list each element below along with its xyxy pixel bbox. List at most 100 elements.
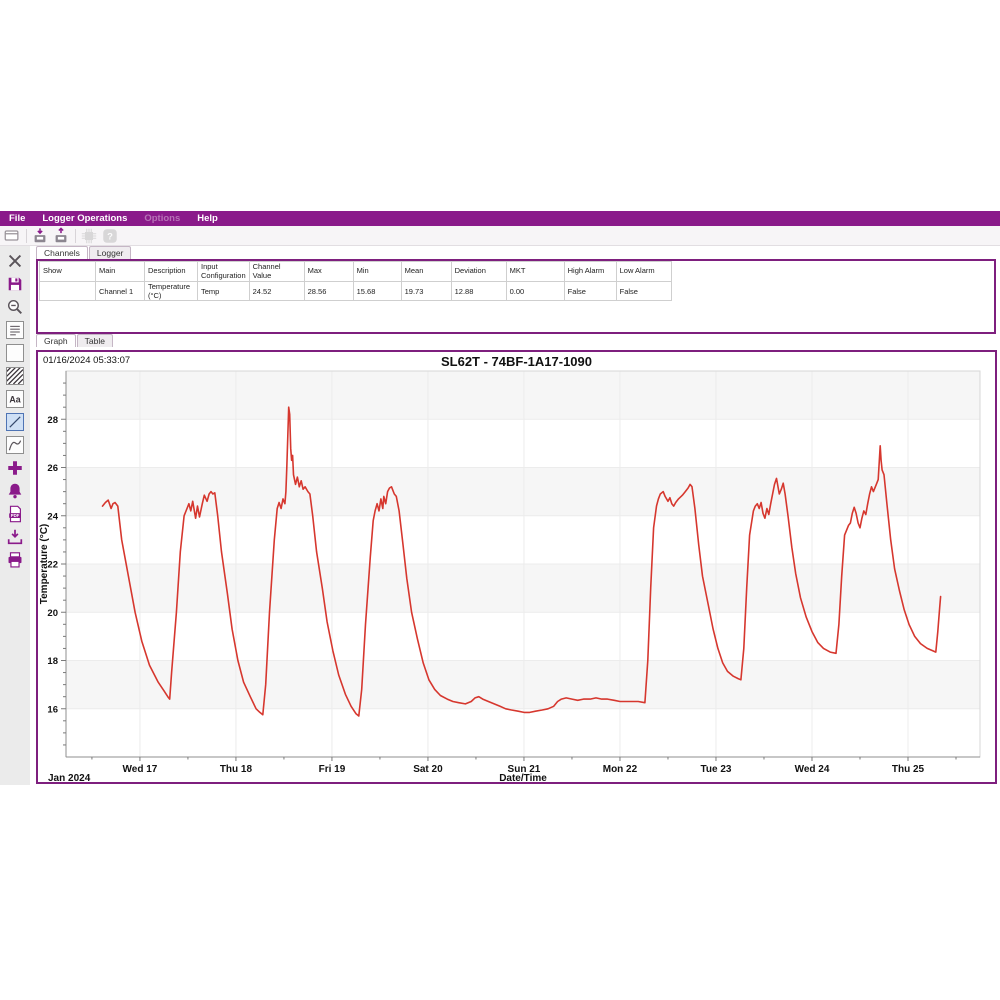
report-icon bbox=[6, 320, 24, 339]
hatch-pattern-icon bbox=[6, 366, 24, 385]
x-tick-label: Sun 21 bbox=[508, 764, 541, 775]
export-data-button[interactable] bbox=[3, 525, 27, 548]
side-toolbar: Aa PDF bbox=[0, 246, 30, 785]
close-icon bbox=[8, 254, 22, 267]
svg-text:Aa: Aa bbox=[9, 394, 20, 404]
help-circle-icon: ? bbox=[103, 228, 117, 243]
channel-cell[interactable]: 24.52 bbox=[248, 281, 305, 302]
grid-band bbox=[66, 467, 980, 516]
menu-bar: File Logger Operations Options Help bbox=[0, 211, 1000, 226]
device-info-button bbox=[79, 227, 99, 245]
temperature-series-line bbox=[101, 406, 942, 717]
content-area: Channels Logger Show Main Description Input … bbox=[30, 246, 1000, 785]
column-header-description[interactable]: Description bbox=[144, 260, 198, 283]
export-pdf-button[interactable]: PDF bbox=[3, 502, 27, 525]
column-header-mean[interactable]: Mean bbox=[400, 260, 452, 283]
svg-text:PDF: PDF bbox=[11, 512, 20, 517]
x-tick-label: Mon 22 bbox=[603, 764, 638, 775]
column-header-low-alarm[interactable]: Low Alarm bbox=[615, 260, 672, 283]
blank-square-icon bbox=[6, 343, 24, 362]
logger-setup-button[interactable] bbox=[51, 226, 71, 245]
column-header-high-alarm[interactable]: High Alarm bbox=[563, 260, 617, 283]
chip-icon bbox=[81, 228, 97, 243]
background-color-button[interactable] bbox=[3, 341, 27, 364]
close-button[interactable] bbox=[3, 249, 27, 272]
grid-band bbox=[66, 564, 980, 613]
chart-title: SL62T - 74BF-1A17-1090 bbox=[440, 354, 592, 369]
smooth-curve-button[interactable] bbox=[3, 433, 27, 456]
column-header-input-configuration[interactable]: Input Configuration bbox=[197, 260, 250, 283]
tab-table[interactable]: Table bbox=[76, 334, 113, 347]
column-header-min[interactable]: Min bbox=[352, 260, 402, 283]
alarm-button[interactable] bbox=[3, 479, 27, 502]
channel-cell[interactable]: 0.00 bbox=[505, 281, 565, 302]
channel-tabs: Channels Logger bbox=[36, 246, 1000, 259]
font-icon: Aa bbox=[6, 389, 24, 408]
show-checkbox[interactable]: ✓ bbox=[39, 281, 96, 302]
channel-cell[interactable]: 12.88 bbox=[450, 281, 507, 302]
help-button: ? bbox=[100, 227, 120, 245]
menu-item-file[interactable]: File bbox=[9, 213, 26, 224]
tab-channels[interactable]: Channels bbox=[36, 246, 88, 259]
x-axis-title: Date/Time bbox=[499, 773, 547, 782]
window-icon bbox=[4, 229, 19, 241]
zoom-out-icon bbox=[7, 299, 22, 314]
channels-table: Show Main Description Input Configuration Ch… bbox=[39, 260, 672, 302]
chart-panel: 01/16/2024 05:33:07 SL62T - 74BF-1A17-10… bbox=[36, 350, 997, 784]
y-tick-label: 16 bbox=[47, 704, 58, 715]
printer-icon bbox=[8, 551, 22, 568]
column-header-max[interactable]: Max bbox=[303, 260, 354, 283]
menu-item-logger-operations[interactable]: Logger Operations bbox=[42, 213, 128, 224]
bell-icon bbox=[8, 483, 22, 498]
toolbar: ? bbox=[0, 226, 1000, 246]
menu-item-help[interactable]: Help bbox=[197, 213, 218, 224]
zoom-out-button[interactable] bbox=[3, 295, 27, 318]
y-axis-title: Temperature (°C) bbox=[39, 524, 50, 605]
y-tick-label: 22 bbox=[47, 560, 58, 571]
new-window-button[interactable] bbox=[2, 227, 22, 245]
tab-graph[interactable]: Graph bbox=[36, 334, 76, 347]
channel-cell[interactable]: 15.68 bbox=[352, 281, 402, 302]
report-button[interactable] bbox=[3, 318, 27, 341]
channels-panel: Show Main Description Input Configuration Ch… bbox=[36, 259, 996, 334]
y-tick-label: 26 bbox=[47, 463, 58, 474]
save-button[interactable] bbox=[3, 272, 27, 295]
channel-cell[interactable]: Channel 1 bbox=[95, 281, 145, 302]
channel-cell[interactable]: Temp bbox=[197, 281, 250, 302]
channel-cell[interactable]: Temperature (°C) bbox=[144, 281, 198, 302]
column-header-main[interactable]: Main bbox=[95, 260, 145, 283]
add-annotation-button[interactable] bbox=[3, 456, 27, 479]
print-button[interactable] bbox=[3, 548, 27, 571]
x-tick-label: Thu 18 bbox=[220, 764, 253, 775]
column-header-deviation[interactable]: Deviation bbox=[450, 260, 507, 283]
channel-cell[interactable]: 19.73 bbox=[400, 281, 452, 302]
toolbar-separator bbox=[75, 228, 76, 243]
y-tick-label: 28 bbox=[47, 415, 58, 426]
column-header-show[interactable]: Show bbox=[39, 260, 96, 283]
x-tick-label: Wed 17 bbox=[123, 764, 158, 775]
line-style-button[interactable] bbox=[3, 410, 27, 433]
font-button[interactable]: Aa bbox=[3, 387, 27, 410]
x-tick-label: Thu 25 bbox=[892, 764, 925, 775]
tab-logger[interactable]: Logger bbox=[88, 246, 132, 259]
y-tick-label: 24 bbox=[47, 511, 58, 522]
menu-item-options: Options bbox=[144, 213, 181, 224]
x-tick-label: Wed 24 bbox=[795, 764, 830, 775]
channel-cell[interactable]: False bbox=[615, 281, 672, 302]
channel-cell[interactable]: 28.56 bbox=[303, 281, 354, 302]
logger-upload-icon bbox=[55, 226, 67, 242]
logger-download-icon bbox=[34, 227, 46, 242]
channel-row: ✓ Channel 1 Temperature (°C) Temp 24.52 28.56… bbox=[39, 281, 672, 302]
logger-download-button[interactable] bbox=[30, 227, 50, 245]
channel-cell[interactable]: False bbox=[563, 281, 617, 302]
import-icon bbox=[7, 529, 23, 544]
chart-timestamp: 01/16/2024 05:33:07 bbox=[43, 355, 131, 366]
svg-text:?: ? bbox=[107, 231, 113, 242]
curve-icon bbox=[6, 435, 24, 454]
pattern-fill-button[interactable] bbox=[3, 364, 27, 387]
column-header-mkt[interactable]: MKT bbox=[505, 260, 565, 283]
checkmark-icon: ✓ bbox=[63, 286, 72, 297]
column-header-channel-value[interactable]: Channel Value bbox=[248, 260, 305, 283]
temperature-chart[interactable]: 16 18 20 22 24 26 28 Wed 17 Thu 18 Fri 19 Sat 20 Su… bbox=[38, 352, 995, 782]
